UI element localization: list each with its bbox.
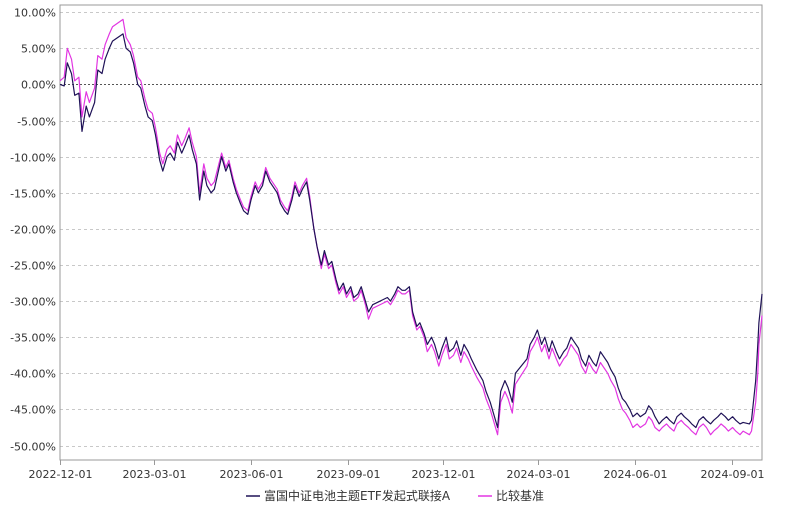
x-tick-label: 2024-03-01 [507,468,571,481]
x-tick-label: 2024-09-01 [701,468,765,481]
x-tick-label: 2024-06-01 [604,468,668,481]
legend-label-2: 比较基准 [496,488,544,503]
axis-layer: 10.00% 5.00% 0.00% -5.00% -10.00% -15.00% -20.… [10,4,765,481]
series-layer [59,18,763,436]
y-tick-label: -20.00% [10,224,56,237]
y-tick-label: -5.00% [17,116,56,129]
y-tick-label: -50.00% [10,441,56,454]
x-tick-label: 2023-06-01 [220,468,284,481]
y-tick-label: -25.00% [10,260,56,273]
x-tick-label: 2023-03-01 [123,468,187,481]
x-tick-label: 2023-09-01 [317,468,381,481]
x-tick-label: 2023-12-01 [412,468,476,481]
x-tick-label: 2022-12-01 [29,468,93,481]
legend: 富国中证电池主题ETF发起式联接A 比较基准 [246,488,544,503]
series-line-1 [59,33,763,429]
y-tick-label: -35.00% [10,332,56,345]
y-tick-label: -45.00% [10,404,56,417]
y-tick-label: 0.00% [21,79,56,92]
y-tick-label: -40.00% [10,368,56,381]
series-line-2 [59,18,763,436]
y-tick-label: -15.00% [10,188,56,201]
y-tick-label: 10.00% [14,7,56,20]
y-tick-label: -30.00% [10,296,56,309]
legend-label-1: 富国中证电池主题ETF发起式联接A [264,488,451,503]
y-tick-label: -10.00% [10,152,56,165]
y-tick-label: 5.00% [21,43,56,56]
plot-frame [59,4,763,461]
grid-layer [60,12,762,447]
